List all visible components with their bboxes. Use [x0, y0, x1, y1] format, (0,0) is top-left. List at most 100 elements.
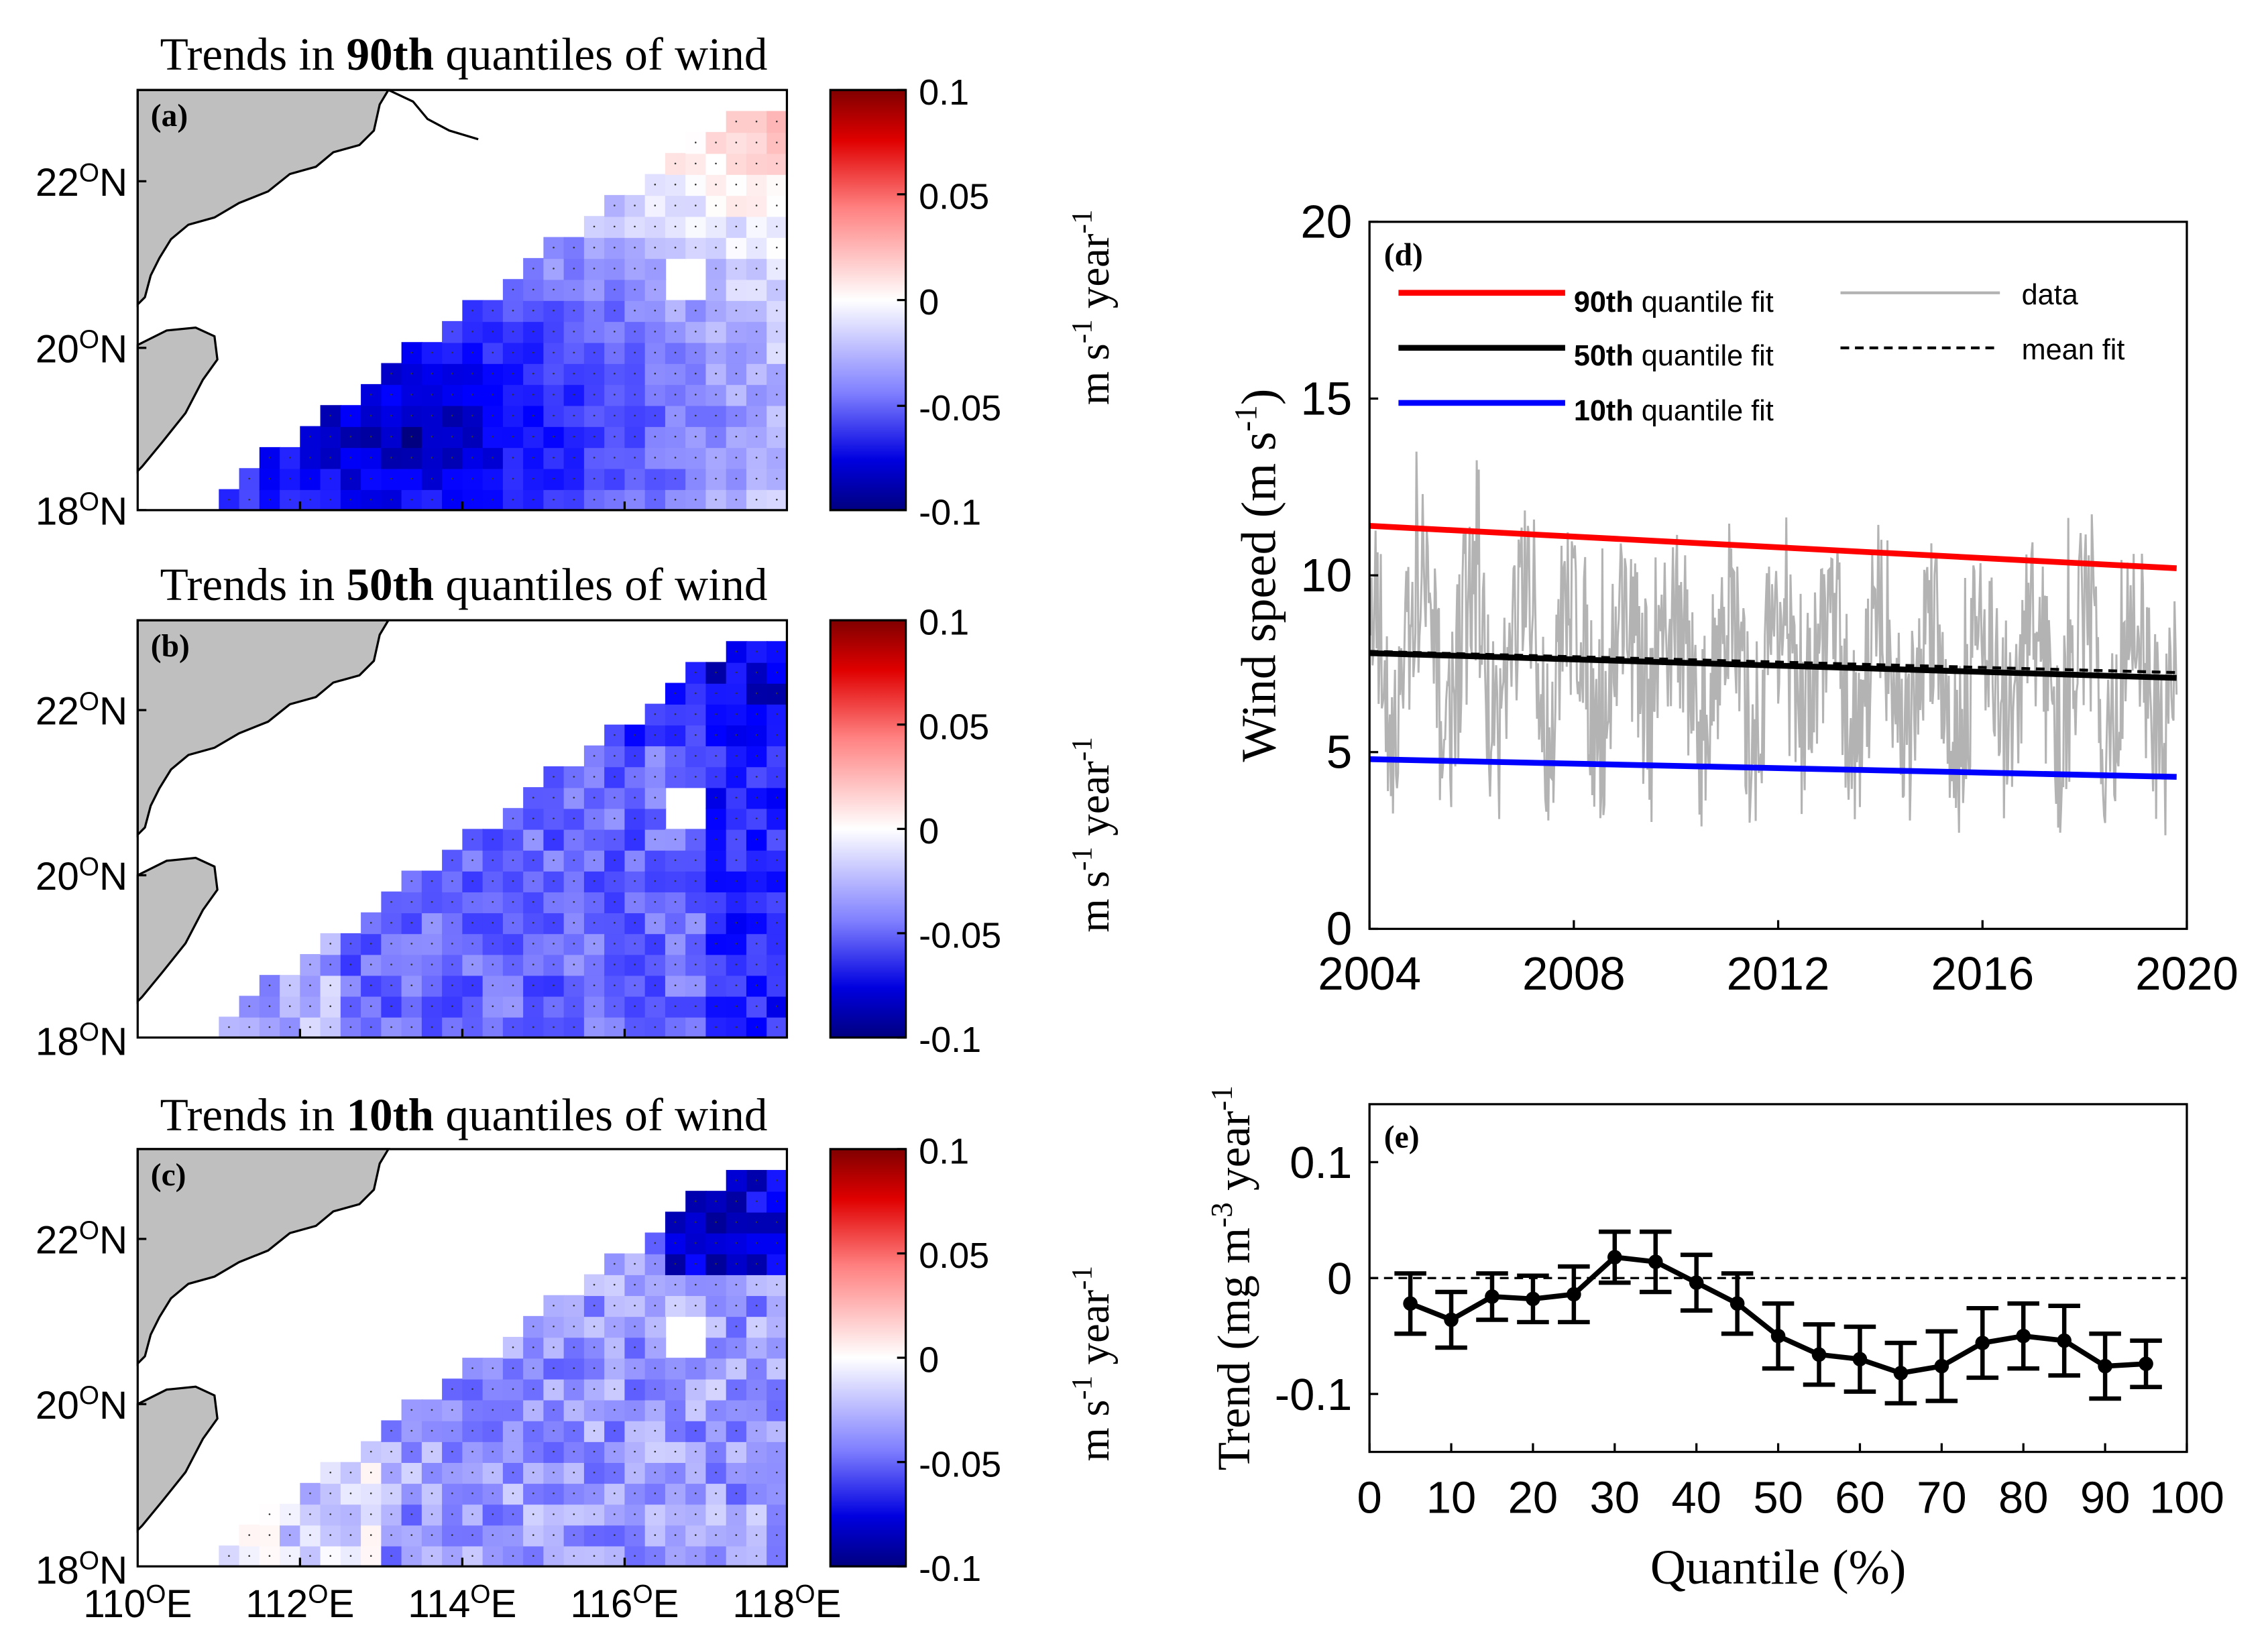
ytick-22n: 22ON [36, 1216, 127, 1262]
xtick-label: 2004 [1318, 947, 1421, 1000]
significance-dot [512, 943, 514, 945]
significance-dot [593, 776, 596, 778]
significance-dot [613, 268, 616, 270]
legend-10: 10th quantile fit [1574, 395, 1774, 427]
significance-dot [593, 351, 596, 354]
significance-dot [694, 372, 697, 375]
significance-dot [634, 246, 636, 249]
data-point [1893, 1366, 1909, 1380]
significance-dot [776, 1346, 778, 1348]
significance-dot [431, 1409, 433, 1411]
xtick-label: 2020 [2135, 947, 2238, 1000]
significance-dot [573, 922, 575, 924]
significance-dot [735, 498, 738, 501]
significance-dot [309, 984, 311, 987]
significance-dot [492, 372, 494, 375]
significance-dot [654, 1325, 657, 1328]
significance-dot [613, 984, 616, 987]
significance-dot [370, 922, 372, 924]
significance-dot [410, 1492, 413, 1494]
ytick-20n: 20ON [36, 1381, 127, 1427]
data-point [1648, 1254, 1663, 1269]
ytick-label: 5 [1326, 726, 1352, 778]
panel-c-title: Trends in 10th quantiles of wind [160, 1089, 768, 1140]
significance-dot [573, 372, 575, 375]
significance-dot [776, 162, 778, 165]
significance-dot [553, 394, 555, 396]
legend-50: 50th quantile fit [1574, 340, 1774, 372]
significance-dot [634, 309, 636, 312]
significance-dot [613, 1388, 616, 1391]
significance-dot [715, 1513, 717, 1515]
significance-dot [776, 1221, 778, 1224]
significance-dot [593, 331, 596, 333]
significance-dot [593, 1555, 596, 1557]
significance-dot [715, 1555, 717, 1557]
significance-dot [390, 457, 392, 459]
significance-dot [410, 1429, 413, 1432]
significance-dot [492, 1005, 494, 1008]
significance-dot [573, 900, 575, 903]
significance-dot [654, 984, 657, 987]
ytick-label: 0.1 [1290, 1138, 1352, 1188]
significance-dot [715, 859, 717, 862]
xtick-116e: 116OE [570, 1580, 679, 1626]
significance-dot [715, 1200, 717, 1203]
significance-dot [674, 755, 677, 757]
significance-dot [613, 1283, 616, 1286]
significance-dot [715, 755, 717, 757]
significance-dot [492, 435, 494, 438]
significance-dot [613, 1450, 616, 1453]
significance-dot [613, 838, 616, 841]
significance-dot [735, 650, 738, 653]
xtick-118e: 118OE [732, 1580, 841, 1626]
significance-dot [370, 963, 372, 965]
significance-dot [431, 477, 433, 480]
significance-dot [410, 372, 413, 375]
significance-dot [735, 1409, 738, 1411]
significance-dot [755, 309, 758, 312]
significance-dot [755, 1026, 758, 1028]
significance-dot [674, 1305, 677, 1307]
significance-dot [634, 1471, 636, 1474]
significance-dot [573, 963, 575, 965]
significance-dot [634, 1534, 636, 1536]
significance-dot [735, 1325, 738, 1328]
significance-dot [370, 984, 372, 987]
significance-dot [349, 414, 352, 417]
significance-dot [776, 1450, 778, 1453]
significance-dot [593, 246, 596, 249]
significance-dot [451, 984, 453, 987]
significance-dot [512, 1388, 514, 1391]
significance-dot [654, 900, 657, 903]
data-point [1811, 1347, 1827, 1362]
significance-dot [613, 225, 616, 228]
significance-dot [573, 457, 575, 459]
significance-dot [715, 372, 717, 375]
ytick-label: 15 [1300, 372, 1352, 424]
significance-dot [776, 1471, 778, 1474]
significance-dot [613, 1005, 616, 1008]
panel-a-title: Trends in 90th quantiles of wind [160, 28, 768, 80]
significance-dot [532, 309, 534, 312]
significance-dot [593, 1429, 596, 1432]
significance-dot [654, 1005, 657, 1008]
significance-dot [451, 1429, 453, 1432]
significance-dot [776, 1367, 778, 1369]
significance-dot [654, 372, 657, 375]
xtick-label: 60 [1835, 1472, 1885, 1523]
significance-dot [451, 900, 453, 903]
significance-dot [492, 477, 494, 480]
significance-dot [776, 1283, 778, 1286]
significance-dot [451, 477, 453, 480]
significance-dot [553, 246, 555, 249]
significance-dot [735, 477, 738, 480]
significance-dot [654, 204, 657, 206]
significance-dot [471, 1005, 473, 1008]
significance-dot [492, 963, 494, 965]
significance-dot [755, 351, 758, 354]
significance-dot [492, 838, 494, 841]
significance-dot [634, 796, 636, 799]
significance-dot [776, 1429, 778, 1432]
significance-dot [492, 1429, 494, 1432]
